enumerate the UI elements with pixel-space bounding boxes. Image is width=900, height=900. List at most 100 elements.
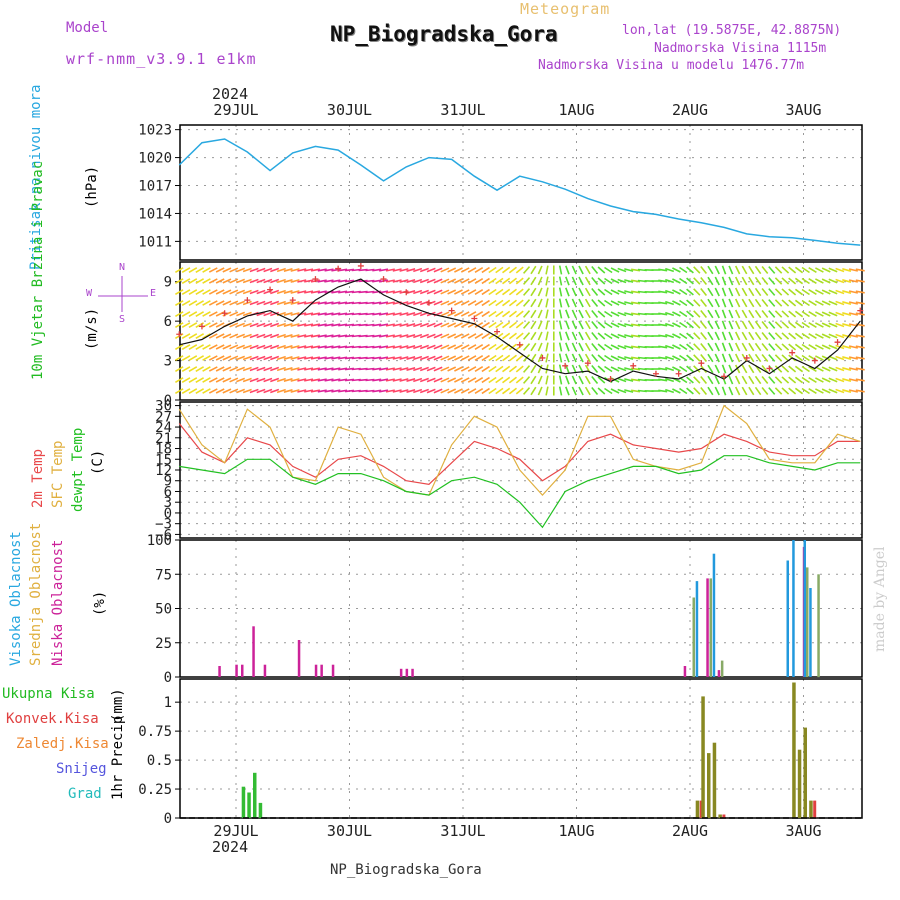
wind-arrow <box>801 321 810 329</box>
wind-arrow <box>734 287 741 297</box>
wind-arrow <box>263 366 273 372</box>
wind-arrow <box>481 376 490 384</box>
wind-arrow <box>537 287 543 297</box>
y-tick-label: 1023 <box>138 123 172 139</box>
wind-arrow <box>679 310 688 318</box>
wind-arrow <box>331 334 341 338</box>
wind-arrow <box>828 311 838 317</box>
wind-arrow <box>630 367 641 371</box>
wind-arrow <box>324 367 334 371</box>
wind-arrow <box>433 388 443 394</box>
wind-arrow <box>304 378 314 382</box>
wind-arrow <box>344 367 355 371</box>
wind-arrow <box>679 332 688 340</box>
cloud-low-bar <box>331 664 335 677</box>
wind-gust-mark <box>357 262 364 269</box>
wind-arrow <box>707 287 714 297</box>
wind-arrow <box>679 288 688 296</box>
wind-arrow <box>808 322 817 328</box>
wind-arrow <box>515 266 524 274</box>
wind-arrow <box>290 268 300 272</box>
wind-arrow <box>508 299 517 307</box>
y-tick-label: 0.75 <box>138 724 172 740</box>
wind-arrow <box>788 277 797 285</box>
wind-arrow <box>734 375 741 385</box>
wind-arrow <box>774 299 783 307</box>
y-tick-label: −6 <box>155 527 172 543</box>
wind-arrow <box>801 299 810 307</box>
wind-arrow <box>283 378 293 382</box>
wind-arrow <box>515 288 524 296</box>
wind-arrow <box>624 301 634 305</box>
wind-arrow <box>426 333 436 339</box>
wind-arrow <box>249 377 259 383</box>
wind-arrow <box>665 278 675 284</box>
wind-arrow <box>488 376 497 384</box>
wind-arrow <box>821 377 831 383</box>
wind-arrow <box>754 287 762 297</box>
wind-arrow <box>597 266 606 274</box>
wind-gust-mark <box>312 276 319 283</box>
wind-arrow <box>686 365 694 373</box>
wind-arrow <box>842 312 852 316</box>
wind-arrow <box>392 323 402 327</box>
wind-arrow <box>338 334 348 338</box>
model-altitude-label: Nadmorska Visina u modelu 1476.77m <box>538 58 805 73</box>
wind-arrow <box>828 333 838 339</box>
wind-arrow <box>597 365 606 373</box>
wind-arrow <box>565 342 570 352</box>
wind-arrow <box>433 322 443 328</box>
wind-arrow <box>707 265 714 275</box>
wind-arrow <box>419 267 429 273</box>
wind-arrow <box>835 388 845 394</box>
cloud-high-bar <box>792 540 795 677</box>
wind-arrow <box>624 290 634 294</box>
wind-arrow <box>229 355 239 361</box>
wind-arrow <box>768 354 776 362</box>
wind-arrow <box>597 332 606 340</box>
wind-arrow <box>707 320 714 330</box>
wind-arrow <box>215 388 225 394</box>
wind-arrow <box>236 311 245 317</box>
wind-arrow <box>748 342 755 352</box>
wind-arrow <box>236 289 245 295</box>
wind-arrow <box>385 312 395 316</box>
wind-arrow <box>249 267 259 273</box>
wind-arrow <box>522 288 531 296</box>
wind-arrow <box>774 277 783 285</box>
y-tick-label: 6 <box>164 484 172 500</box>
wind-arrow <box>522 310 531 318</box>
wind-arrow <box>774 365 783 373</box>
wind-arrow <box>781 299 790 307</box>
wind-arrow <box>495 277 504 285</box>
wind-arrow <box>578 298 584 308</box>
wind-arrow <box>617 267 627 273</box>
precip-total-bar <box>718 814 722 818</box>
wind-arrow <box>754 265 762 275</box>
wind-arrow <box>222 366 232 372</box>
wind-arrow <box>665 311 675 317</box>
wind-arrow <box>714 342 720 352</box>
wind-arrow <box>768 288 776 296</box>
wind-arrow <box>372 389 382 393</box>
wind-arrow <box>508 343 517 351</box>
wind-arrow <box>502 277 511 285</box>
wind-gust-mark <box>743 354 750 361</box>
wind-arrow <box>331 378 341 382</box>
cloud-low-bar <box>263 664 267 677</box>
cloud-low-bar <box>241 664 244 677</box>
wind-arrow <box>714 320 720 330</box>
wind-arrow <box>385 301 395 305</box>
wind-arrow <box>665 300 675 306</box>
wind-arrow <box>338 345 348 349</box>
wind-gust-mark <box>403 289 410 296</box>
wind-arrow <box>215 278 225 284</box>
wind-arrow <box>433 278 443 284</box>
wind-arrow <box>761 365 769 373</box>
wind-arrow <box>630 301 641 305</box>
wind-arrow <box>721 309 727 319</box>
wind-arrow <box>502 376 511 384</box>
wind-arrow <box>270 267 280 273</box>
cloud-high-bar <box>809 588 812 677</box>
wind-arrow <box>188 333 198 339</box>
